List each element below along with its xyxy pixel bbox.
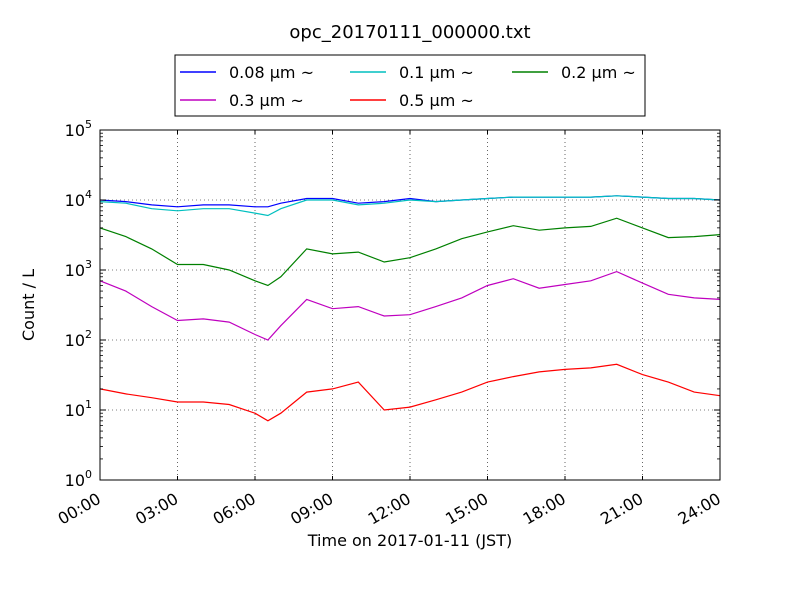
y-axis-label: Count / L bbox=[19, 269, 38, 341]
legend-label: 0.3 μm ~ bbox=[229, 91, 304, 110]
y-tick-label: 103 bbox=[65, 258, 92, 280]
legend-label: 0.5 μm ~ bbox=[399, 91, 474, 110]
x-tick-label: 18:00 bbox=[520, 489, 569, 529]
y-tick-label: 105 bbox=[65, 118, 92, 140]
legend-label: 0.1 μm ~ bbox=[399, 63, 474, 82]
x-tick-label: 00:00 bbox=[55, 489, 104, 529]
series-line-4 bbox=[99, 363, 721, 422]
grid-lines bbox=[100, 130, 720, 480]
x-axis-label: Time on 2017-01-11 (JST) bbox=[307, 531, 512, 550]
legend: 0.08 μm ~ 0.1 μm ~ 0.2 μm ~ 0.3 μm ~ 0.5 μm … bbox=[174, 54, 646, 117]
legend-items: 0.08 μm ~ 0.1 μm ~ 0.2 μm ~ 0.3 μm ~ 0.5 μm … bbox=[180, 63, 636, 110]
x-tick-label: 24:00 bbox=[675, 489, 724, 529]
legend-label: 0.08 μm ~ bbox=[229, 63, 314, 82]
y-axis-ticks: 100 101 102 103 104 105 bbox=[65, 118, 720, 490]
y-tick-label: 100 bbox=[65, 468, 92, 490]
x-tick-label: 09:00 bbox=[287, 489, 336, 529]
series-line-0 bbox=[99, 195, 721, 208]
x-tick-label: 15:00 bbox=[442, 489, 491, 529]
y-tick-label: 104 bbox=[65, 188, 92, 210]
chart-title: opc_20170111_000000.txt bbox=[289, 22, 530, 43]
series-line-1 bbox=[99, 195, 721, 217]
series-line-2 bbox=[99, 217, 721, 287]
x-tick-label: 06:00 bbox=[210, 489, 259, 529]
x-tick-label: 21:00 bbox=[597, 489, 646, 529]
x-tick-label: 03:00 bbox=[132, 489, 181, 529]
y-tick-label: 101 bbox=[65, 398, 92, 420]
y-tick-label: 102 bbox=[65, 328, 92, 350]
series-lines bbox=[99, 195, 721, 422]
x-tick-label: 12:00 bbox=[365, 489, 414, 529]
legend-label: 0.2 μm ~ bbox=[561, 63, 636, 82]
x-axis-ticks: 00:00 03:00 06:00 09:00 12:00 15:00 18:00 21:00… bbox=[55, 130, 724, 529]
series-line-3 bbox=[99, 270, 721, 341]
legend-frame bbox=[174, 54, 646, 117]
